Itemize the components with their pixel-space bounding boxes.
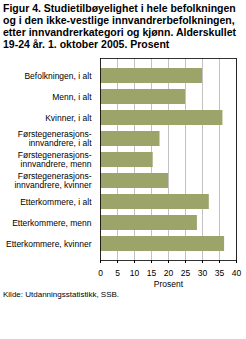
svg-text:Etterkommere, menn: Etterkommere, menn	[12, 218, 92, 228]
svg-text:Førstegenerasjons-innvandrere,: Førstegenerasjons-innvandrere, i alt	[18, 129, 92, 148]
html-text:Kilde: Utdanningsstatistikk, S: Kilde: Utdanningsstatistikk, SSB.	[3, 290, 120, 299]
html-text:Figur 4. Studietilbøyelighet i: Figur 4. Studietilbøyelighet i hele befo…	[3, 2, 236, 50]
svg-text:20: 20	[164, 268, 174, 278]
svg-text:Etterkommere, kvinner: Etterkommere, kvinner	[6, 239, 92, 249]
svg-text:Befolkningen, i alt: Befolkningen, i alt	[24, 71, 92, 81]
svg-text:15: 15	[147, 268, 157, 278]
svg-text:35: 35	[215, 268, 225, 278]
svg-text:Førstegenerasjons-innvandrere,: Førstegenerasjons-innvandrere, menn	[18, 150, 92, 169]
svg-text:Menn, i alt: Menn, i alt	[52, 92, 92, 102]
svg-text:5: 5	[115, 268, 120, 278]
svg-text:Førstegenerasjons-innvandrere,: Førstegenerasjons-innvandrere, kvinner	[14, 171, 91, 190]
svg-text:Kvinner, i alt: Kvinner, i alt	[45, 113, 92, 123]
svg-text:0: 0	[98, 268, 103, 278]
svg-text:25: 25	[181, 268, 191, 278]
svg-text:Etterkommere, i alt: Etterkommere, i alt	[20, 197, 92, 207]
svg-text:40: 40	[232, 268, 242, 278]
svg-text:30: 30	[198, 268, 208, 278]
svg-text:10: 10	[130, 268, 140, 278]
svg-text:Prosent: Prosent	[154, 279, 184, 289]
